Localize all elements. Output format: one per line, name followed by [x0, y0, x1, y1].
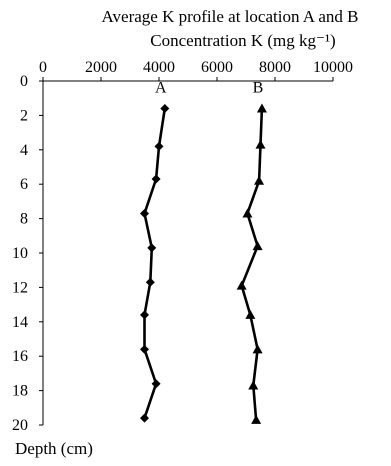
axes: 0 2000 4000 6000 8000 10000 0 2 4 6 8 10 12 14 16 18 20: [12, 59, 353, 434]
series-a-point: [140, 413, 149, 423]
y-tick-label: 6: [20, 176, 28, 193]
series-a-point: [140, 310, 149, 320]
y-tick-label: 0: [20, 73, 28, 90]
x-tick-label: 8000: [259, 59, 291, 76]
series-a-line: [143, 108, 167, 419]
series-b-point: [242, 208, 253, 218]
x-axis-label: Concentration K (mg kg⁻¹): [150, 31, 335, 50]
series-b-point: [252, 344, 263, 354]
x-tick-label: 6000: [201, 59, 233, 76]
x-tick-label: 0: [39, 59, 47, 76]
series-b-point: [256, 103, 267, 113]
series-b-point: [251, 414, 262, 424]
y-tick-label: 18: [12, 383, 28, 400]
series-b-label: B: [253, 80, 264, 97]
y-tick-label: 10: [12, 245, 28, 262]
series-a-point: [151, 379, 161, 389]
x-tick-label: 2000: [85, 59, 117, 76]
y-tick-label: 2: [20, 107, 28, 124]
series-a-point: [147, 243, 157, 253]
y-tick-label: 14: [12, 314, 28, 331]
series-a-point: [140, 344, 149, 354]
series-a: A: [140, 80, 170, 423]
series-b-point: [255, 139, 266, 149]
y-tick-label: 4: [20, 142, 28, 159]
series-b-point: [248, 380, 259, 390]
series-a-point: [140, 208, 149, 218]
x-tick-label: 10000: [313, 59, 353, 76]
series-b-point: [252, 241, 263, 251]
y-tick-label: 12: [12, 279, 28, 296]
x-tick-label: 4000: [143, 59, 175, 76]
series-a-point: [145, 277, 155, 287]
series-b-point: [236, 280, 247, 290]
series-b: B: [236, 80, 267, 424]
series-b-point: [245, 309, 256, 319]
series-a-point: [151, 174, 161, 184]
y-tick-label: 20: [12, 417, 28, 434]
chart-title: Average K profile at location A and B: [102, 7, 359, 26]
y-tick-label: 8: [20, 211, 28, 228]
series-b-point: [254, 175, 265, 185]
series-b-line: [240, 108, 264, 420]
series-a-label: A: [155, 80, 167, 97]
series-a-point: [154, 141, 164, 151]
y-axis-label: Depth (cm): [15, 439, 93, 458]
series-a-point: [160, 104, 170, 114]
y-tick-label: 16: [12, 348, 28, 365]
